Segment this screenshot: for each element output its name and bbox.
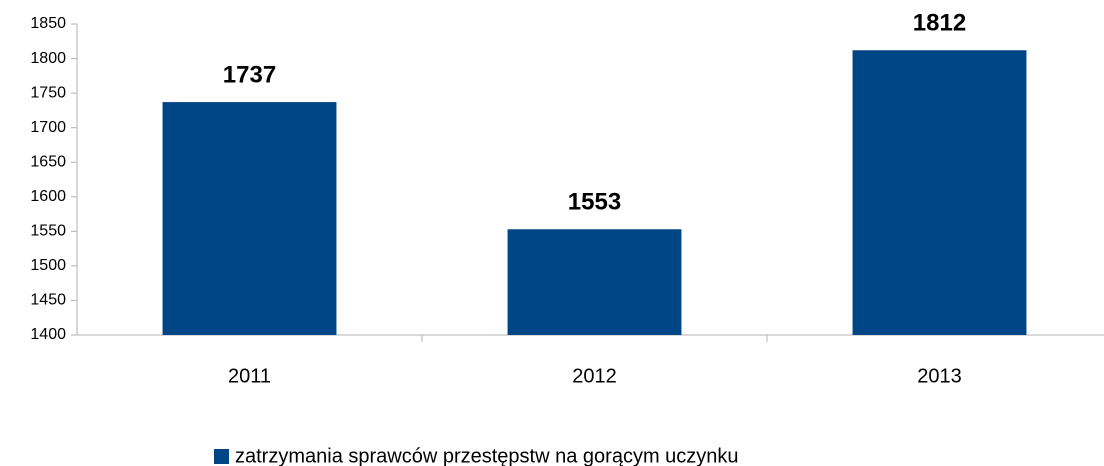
y-tick-label: 1400 [30,326,66,343]
y-tick-label: 1450 [30,292,66,309]
y-tick-label: 1800 [30,50,66,67]
x-tick-label: 2011 [228,365,271,387]
y-tick-label: 1600 [30,188,66,205]
y-tick-label: 1850 [30,15,66,32]
value-label: 1812 [913,10,966,37]
y-tick-label: 1550 [30,223,66,240]
value-label: 1737 [223,61,276,88]
legend-swatch [214,449,229,464]
bar [852,50,1027,336]
bar [507,229,682,335]
x-tick-label: 2013 [917,365,962,387]
value-label: 1553 [568,189,621,216]
y-tick-label: 1750 [30,84,66,101]
y-tick-label: 1700 [30,119,66,136]
y-tick-label: 1650 [30,153,66,170]
x-tick-label: 2012 [572,365,617,387]
bar [162,102,337,336]
y-tick-label: 1500 [30,257,66,274]
legend-label: zatrzymania sprawców przestępstw na gorą… [235,445,739,466]
